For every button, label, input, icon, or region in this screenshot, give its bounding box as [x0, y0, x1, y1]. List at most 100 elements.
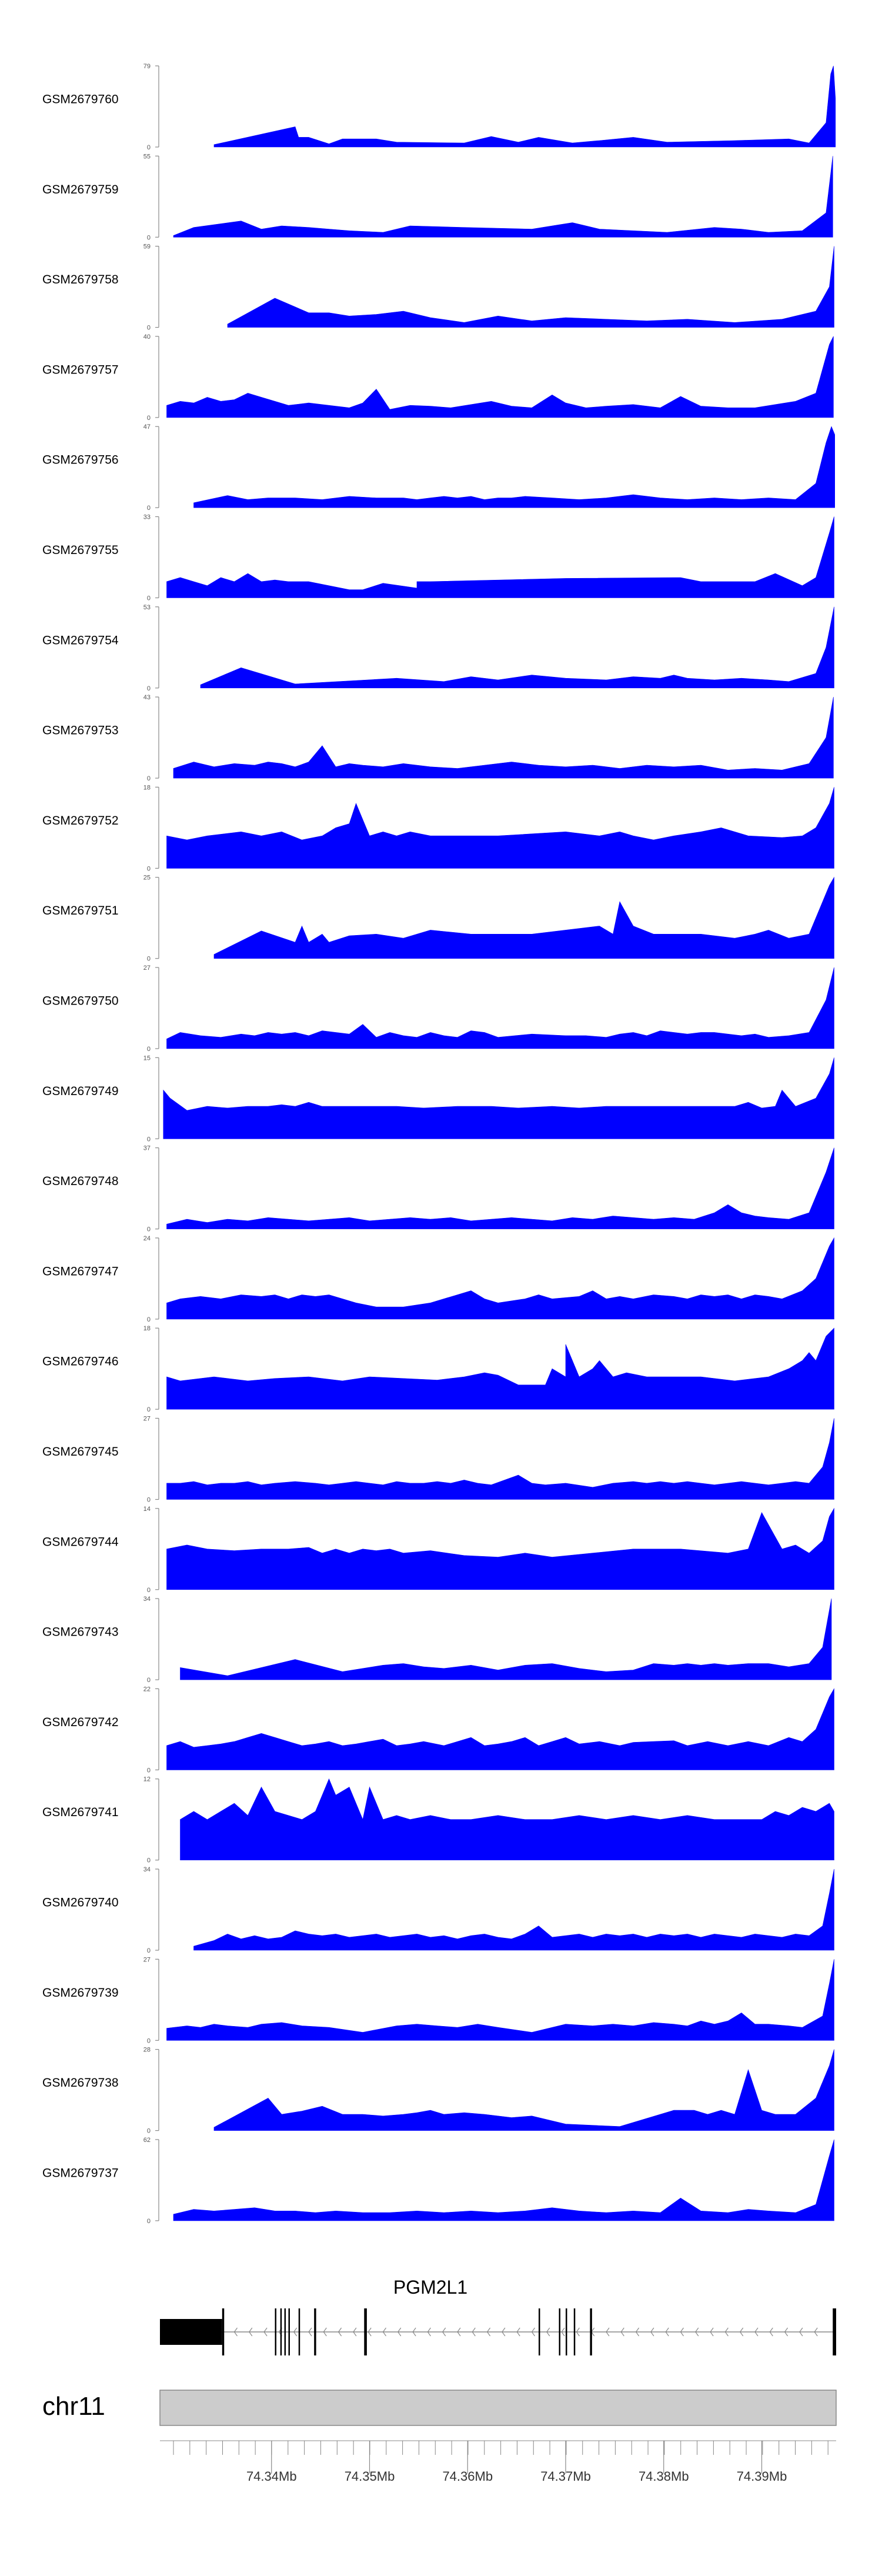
y-axis-max-label: 62	[143, 2137, 151, 2144]
y-axis-min-label: 0	[147, 1406, 151, 1413]
y-axis-min-label: 0	[147, 1767, 151, 1774]
exon-7	[314, 2308, 316, 2355]
ideogram-band	[159, 2390, 837, 2426]
coverage-area	[193, 1868, 834, 1951]
chromosome-label: chr11	[42, 2392, 105, 2421]
y-axis-min-label: 0	[147, 144, 151, 151]
track-GSM2679756: GSM2679756 47 0	[42, 423, 835, 512]
y-axis-min-label: 0	[147, 956, 151, 963]
y-axis-max-label: 79	[143, 63, 151, 70]
track-GSM2679740: GSM2679740 34 0	[42, 1866, 834, 1954]
axis-tick-label: 74.39Mb	[737, 2469, 787, 2484]
y-axis-min-label: 0	[147, 415, 151, 422]
y-axis-max-label: 27	[143, 1956, 151, 1963]
strand-arrow	[739, 2327, 744, 2337]
strand-arrow	[263, 2327, 268, 2337]
y-axis-max-label: 15	[143, 1055, 151, 1062]
strand-arrow	[382, 2327, 386, 2337]
exon-10	[559, 2308, 560, 2355]
y-axis-max-label: 33	[143, 514, 151, 521]
y-axis-min-label: 0	[147, 325, 151, 332]
coverage-area	[227, 246, 834, 328]
track-GSM2679742: GSM2679742 22 0	[42, 1686, 834, 1774]
y-axis-min-label: 0	[147, 1857, 151, 1864]
axis-tick-label: 74.34Mb	[246, 2469, 297, 2484]
coverage-area	[173, 697, 834, 779]
exon-11	[566, 2308, 567, 2355]
track-label: GSM2679741	[42, 1806, 119, 1819]
exon-2	[275, 2308, 276, 2355]
strand-arrow	[695, 2327, 699, 2337]
y-axis-min-label: 0	[147, 1046, 151, 1053]
exon-8	[364, 2308, 367, 2355]
coverage-area	[193, 426, 835, 508]
coverage-area	[180, 1599, 832, 1680]
y-axis-max-label: 59	[143, 243, 151, 251]
strand-arrow	[412, 2327, 416, 2337]
coverage-area	[166, 516, 834, 598]
y-axis-max-label: 47	[143, 423, 151, 431]
track-label: GSM2679751	[42, 904, 119, 917]
strand-arrow	[606, 2327, 610, 2337]
track-GSM2679743: GSM2679743 34 0	[42, 1596, 832, 1684]
track-GSM2679745: GSM2679745 27 0	[42, 1416, 834, 1504]
strand-arrow	[576, 2327, 580, 2337]
y-axis-max-label: 27	[143, 1416, 151, 1423]
coverage-area	[166, 1147, 834, 1229]
track-label: GSM2679746	[42, 1355, 119, 1369]
coverage-area	[166, 787, 834, 869]
y-axis-min-label: 0	[147, 2037, 151, 2044]
strand-arrow	[233, 2327, 238, 2337]
strand-arrow	[486, 2327, 491, 2337]
coverage-area	[166, 1688, 834, 1770]
track-GSM2679748: GSM2679748 37 0	[42, 1145, 834, 1233]
track-GSM2679752: GSM2679752 18 0	[42, 784, 834, 872]
y-axis-min-label: 0	[147, 2218, 151, 2225]
track-label: GSM2679745	[42, 1445, 119, 1459]
track-GSM2679760: GSM2679760 79 0	[42, 63, 836, 151]
y-axis-min-label: 0	[147, 1587, 151, 1594]
track-GSM2679738: GSM2679738 28 0	[42, 2047, 834, 2135]
track-GSM2679739: GSM2679739 27 0	[42, 1956, 834, 2044]
track-label: GSM2679738	[42, 2076, 119, 2090]
coverage-area	[163, 1057, 834, 1139]
y-axis-max-label: 22	[143, 1686, 151, 1693]
track-label: GSM2679743	[42, 1626, 119, 1639]
track-GSM2679754: GSM2679754 53 0	[42, 604, 834, 692]
y-axis-min-label: 0	[147, 865, 151, 872]
track-GSM2679755: GSM2679755 33 0	[42, 514, 834, 602]
y-axis-max-label: 24	[143, 1235, 151, 1242]
exon-0	[160, 2319, 222, 2345]
strand-arrow	[814, 2327, 818, 2337]
coverage-area	[166, 1237, 834, 1320]
coverage-area	[213, 65, 836, 148]
strand-arrow	[457, 2327, 461, 2337]
y-axis-min-label: 0	[147, 1226, 151, 1233]
track-label: GSM2679737	[42, 2166, 119, 2180]
track-GSM2679747: GSM2679747 24 0	[42, 1235, 834, 1323]
y-axis-min-label: 0	[147, 1677, 151, 1684]
axis-tick-label: 74.36Mb	[442, 2469, 493, 2484]
coverage-area	[166, 967, 834, 1049]
coverage-area	[180, 1778, 834, 1860]
y-axis-min-label: 0	[147, 1316, 151, 1323]
strand-arrow	[353, 2327, 357, 2337]
track-label: GSM2679742	[42, 1716, 119, 1729]
strand-arrow	[769, 2327, 773, 2337]
strand-arrow	[472, 2327, 476, 2337]
track-label: GSM2679739	[42, 1986, 119, 2000]
exon-1	[222, 2308, 225, 2355]
track-label: GSM2679757	[42, 363, 119, 376]
track-label: GSM2679754	[42, 633, 119, 647]
track-GSM2679746: GSM2679746 18 0	[42, 1325, 834, 1413]
y-axis-max-label: 40	[143, 333, 151, 341]
track-GSM2679737: GSM2679737 62 0	[42, 2137, 834, 2225]
strand-arrow	[680, 2327, 684, 2337]
y-axis-max-label: 25	[143, 875, 151, 882]
coverage-area	[200, 606, 834, 689]
coverage-area	[166, 1959, 834, 2041]
track-label: GSM2679748	[42, 1174, 119, 1188]
y-axis-max-label: 37	[143, 1145, 151, 1152]
